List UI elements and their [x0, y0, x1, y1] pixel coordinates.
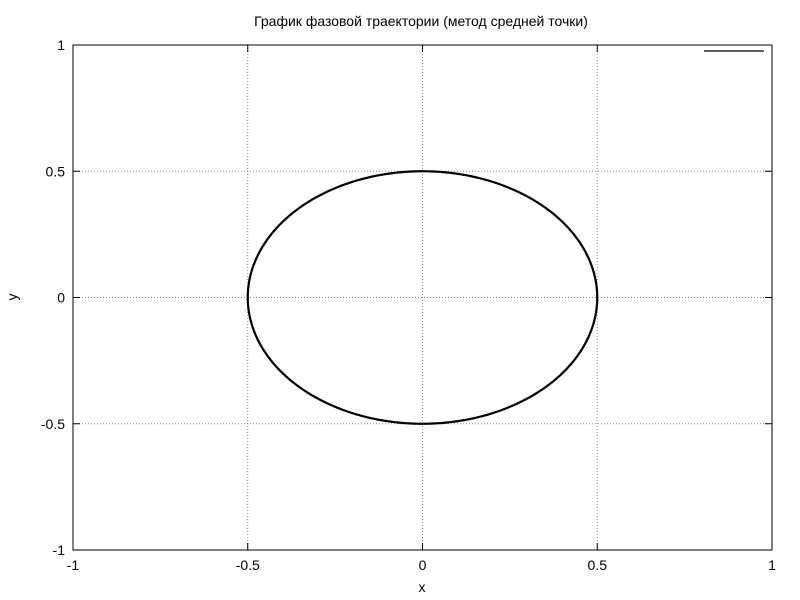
series-layer	[246, 170, 599, 425]
y-axis-label: y	[4, 294, 20, 301]
chart-title: График фазовой траектории (метод средней…	[254, 13, 588, 29]
x-tick-label: 0.5	[588, 557, 608, 573]
y-tick-label: -1	[53, 542, 66, 558]
x-tick-label: -1	[67, 557, 80, 573]
grid	[73, 45, 772, 550]
axis-ticks: -1 -0.5 0 0.5 1 -1 -0.5 0 0.5 1	[41, 37, 776, 573]
plot-frame	[72, 44, 773, 551]
y-tick-label: 0	[57, 290, 65, 306]
y-tick-label: -0.5	[41, 416, 65, 432]
y-tick-label: 0.5	[46, 163, 66, 179]
x-tick-label: 1	[768, 557, 776, 573]
trajectory-series-line	[246, 170, 599, 425]
x-tick-label: 0	[419, 557, 427, 573]
x-axis-label: x	[419, 579, 426, 595]
x-tick-label: -0.5	[236, 557, 260, 573]
y-tick-label: 1	[57, 37, 65, 53]
